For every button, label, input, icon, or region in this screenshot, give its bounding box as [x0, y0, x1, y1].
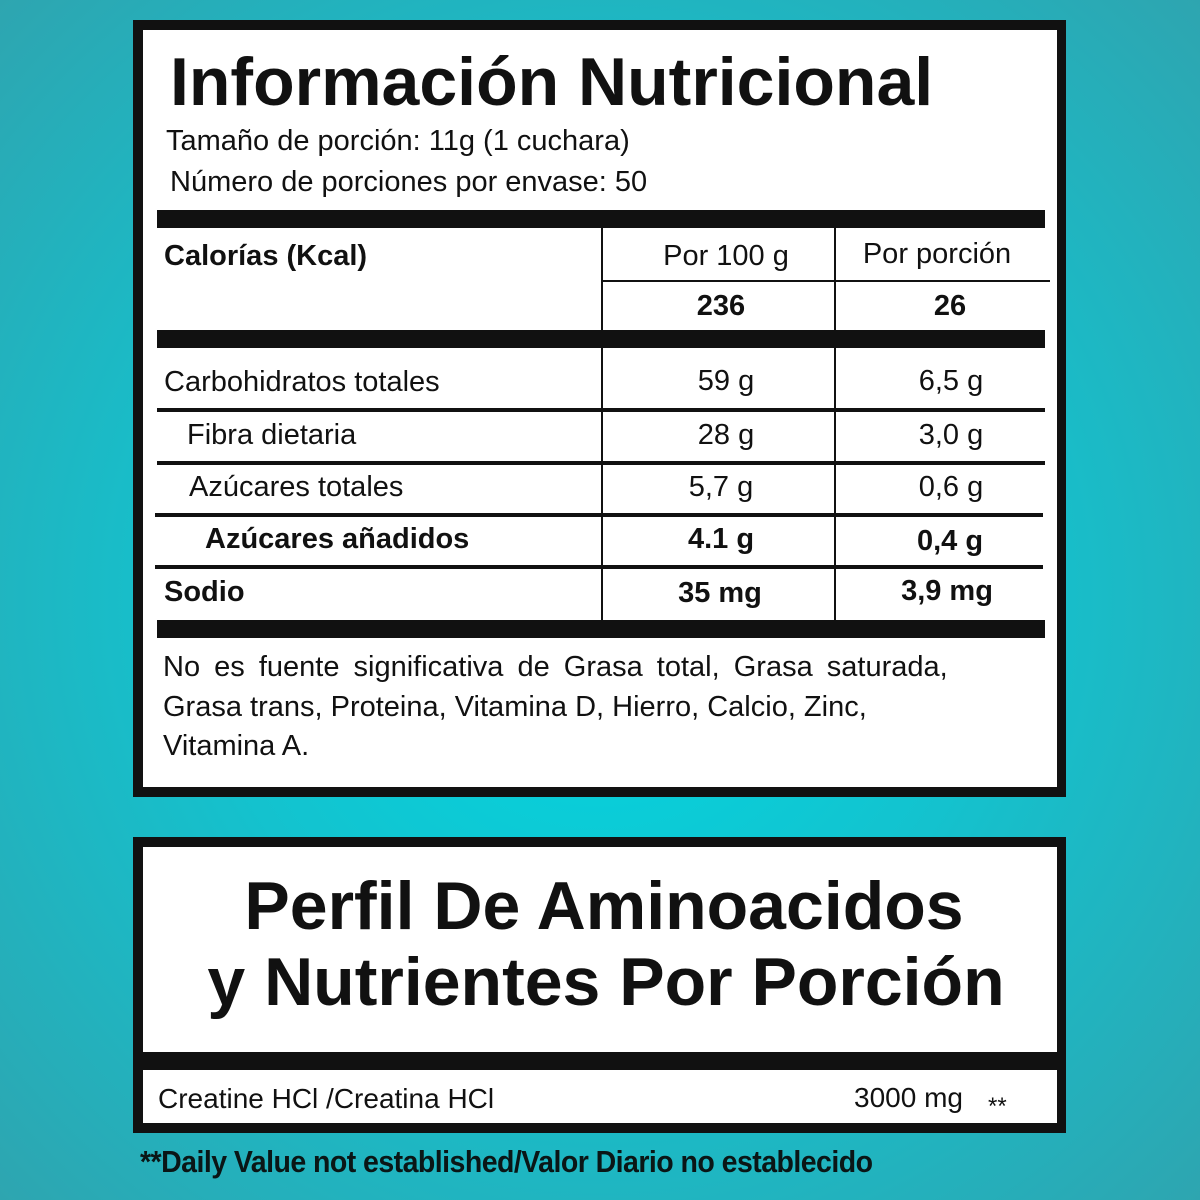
row-label: Sodio: [164, 576, 245, 608]
divider-bar: [157, 330, 1045, 348]
divider-bar: [157, 620, 1045, 638]
col-header-perserving: Por porción: [862, 238, 1012, 270]
divider-bar: [157, 210, 1045, 228]
row-label: Fibra dietaria: [187, 419, 357, 451]
row-line: [157, 461, 1045, 465]
servings-per-container: Número de porciones por envase: 50: [170, 166, 648, 198]
row-label: Azúcares añadidos: [205, 523, 470, 555]
row-label: Carbohidratos totales: [164, 366, 440, 398]
footnote-line: Vitamina A.: [163, 730, 310, 762]
row-line: [157, 408, 1045, 412]
daily-value-disclaimer: **Daily Value not established/Valor Diar…: [140, 1144, 873, 1179]
calories-perserving: 26: [933, 290, 967, 322]
col-header-per100: Por 100 g: [663, 240, 789, 272]
column-line: [834, 228, 836, 620]
amino-item-mark: **: [988, 1093, 1007, 1120]
column-line: [601, 228, 603, 620]
row-per100: 35 mg: [678, 577, 762, 609]
footnote-line: Grasa trans, Proteina, Vitamina D, Hierr…: [163, 691, 867, 723]
row-line: [602, 280, 1050, 282]
row-perserving: 3,9 mg: [901, 575, 993, 607]
row-perserving: 0,6 g: [918, 471, 984, 503]
amino-item-value: 3000 mg: [854, 1082, 963, 1113]
calories-label: Calorías (Kcal): [164, 240, 368, 272]
row-per100: 59 g: [697, 365, 755, 397]
amino-title-line2: y Nutrientes Por Porción: [207, 944, 1005, 1020]
row-perserving: 0,4 g: [916, 525, 984, 557]
amino-item-label: Creatine HCl /Creatina HCl: [158, 1083, 495, 1114]
amino-profile-panel: [133, 837, 1066, 1133]
row-per100: 28 g: [697, 419, 755, 451]
calories-per100: 236: [696, 290, 746, 322]
nutrition-title: Información Nutricional: [170, 44, 934, 120]
row-perserving: 3,0 g: [918, 419, 984, 451]
footnote-line: No es fuente significativa de Grasa tota…: [163, 651, 948, 683]
amino-title-line1: Perfil De Aminoacidos: [244, 868, 964, 944]
row-per100: 5,7 g: [688, 471, 754, 503]
row-label: Azúcares totales: [189, 471, 404, 503]
row-line: [155, 513, 1043, 517]
row-per100: 4.1 g: [687, 523, 755, 555]
row-line: [155, 565, 1043, 569]
serving-size: Tamaño de porción: 11g (1 cuchara): [166, 125, 630, 157]
row-perserving: 6,5 g: [918, 365, 984, 397]
